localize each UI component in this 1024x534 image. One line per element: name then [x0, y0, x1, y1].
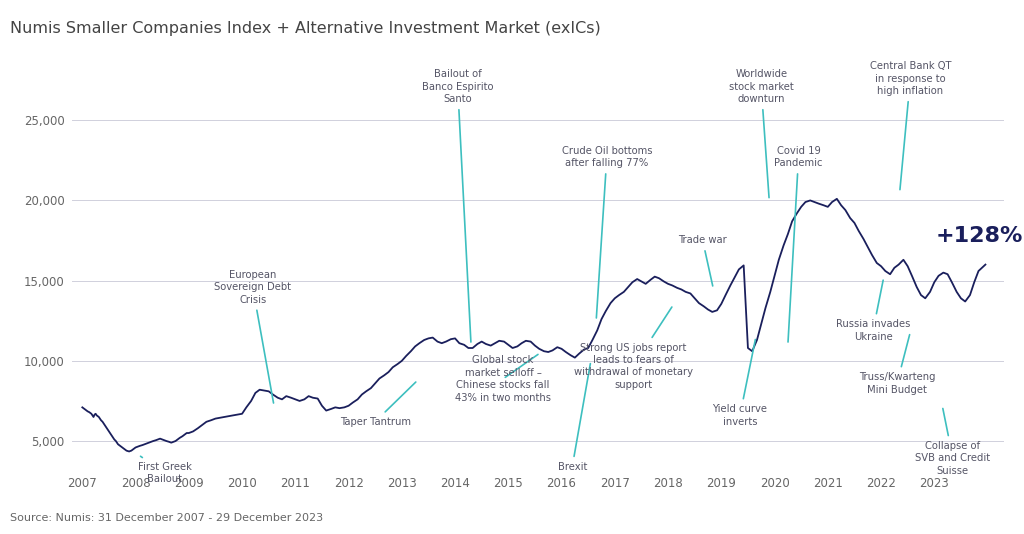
- Text: +128%: +128%: [936, 226, 1023, 246]
- Text: Bailout of
Banco Espirito
Santo: Bailout of Banco Espirito Santo: [422, 69, 494, 342]
- Text: Trade war: Trade war: [678, 235, 727, 286]
- Text: First Greek
Bailout: First Greek Bailout: [138, 456, 191, 484]
- Text: Strong US jobs report
leads to fears of
withdrawal of monetary
support: Strong US jobs report leads to fears of …: [573, 307, 693, 390]
- Text: Source: Numis: 31 December 2007 - 29 December 2023: Source: Numis: 31 December 2007 - 29 Dec…: [10, 513, 324, 523]
- Text: Numis Smaller Companies Index + Alternative Investment Market (exICs): Numis Smaller Companies Index + Alternat…: [10, 21, 601, 36]
- Text: Global stock
market selloff –
Chinese stocks fall
43% in two months: Global stock market selloff – Chinese st…: [455, 355, 551, 403]
- Text: Central Bank QT
in response to
high inflation: Central Bank QT in response to high infl…: [869, 61, 951, 190]
- Text: European
Sovereign Debt
Crisis: European Sovereign Debt Crisis: [214, 270, 291, 403]
- Text: Crude Oil bottoms
after falling 77%: Crude Oil bottoms after falling 77%: [561, 146, 652, 318]
- Text: Yield curve
inverts: Yield curve inverts: [713, 340, 767, 427]
- Text: Brexit: Brexit: [557, 364, 591, 472]
- Text: Worldwide
stock market
downturn: Worldwide stock market downturn: [729, 69, 794, 198]
- Text: Collapse of
SVB and Credit
Suisse: Collapse of SVB and Credit Suisse: [915, 409, 990, 476]
- Text: Truss/Kwarteng
Mini Budget: Truss/Kwarteng Mini Budget: [859, 335, 935, 395]
- Text: Covid 19
Pandemic: Covid 19 Pandemic: [774, 146, 822, 342]
- Text: Russia invades
Ukraine: Russia invades Ukraine: [836, 280, 910, 342]
- Text: Taper Tantrum: Taper Tantrum: [340, 382, 416, 427]
